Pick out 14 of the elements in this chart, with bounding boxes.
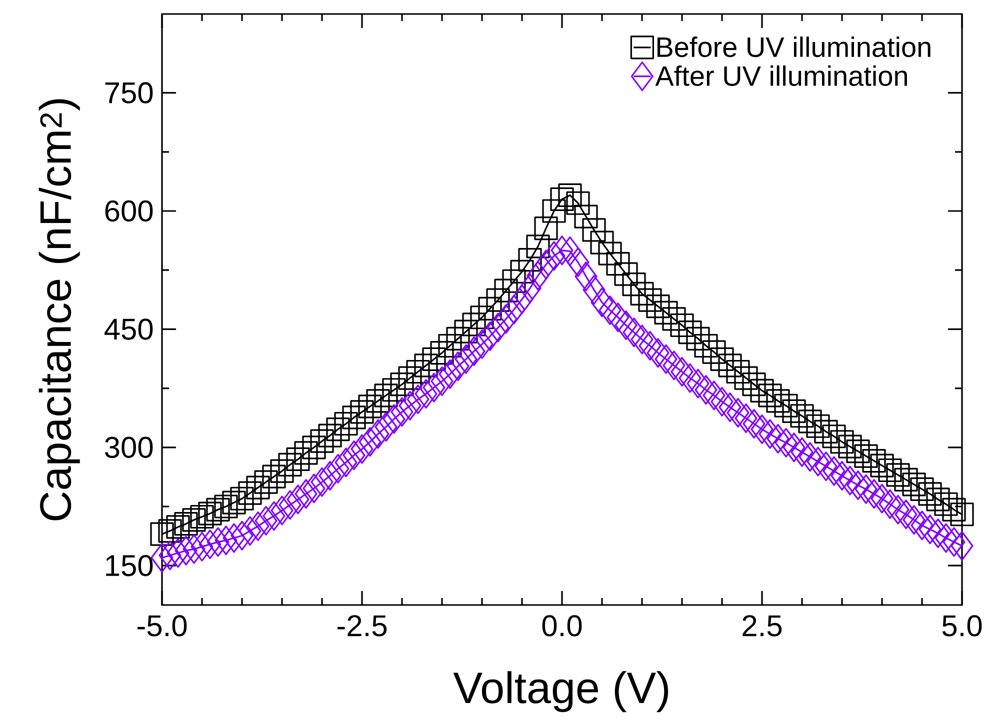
y-tick-label: 600 <box>105 200 153 222</box>
legend-label: After UV illumination <box>655 65 907 86</box>
legend-label: Before UV illumination <box>657 36 930 58</box>
x-axis-title: Voltage (V) <box>453 671 668 712</box>
y-tick-label: 150 <box>106 554 153 576</box>
y-tick-label: 750 <box>105 82 153 104</box>
x-tick-label: 5.0 <box>942 615 982 636</box>
x-tick-label: -5.0 <box>137 615 187 636</box>
y-tick-label: 450 <box>104 318 153 340</box>
y-axis-title: Capacitance (nF/cm$^{2}$) <box>38 99 80 520</box>
x-tick-label: 2.5 <box>742 615 782 636</box>
y-tick-label: 300 <box>104 436 153 458</box>
x-tick-label: 0.0 <box>542 615 582 636</box>
x-tick-label: -2.5 <box>337 615 387 636</box>
